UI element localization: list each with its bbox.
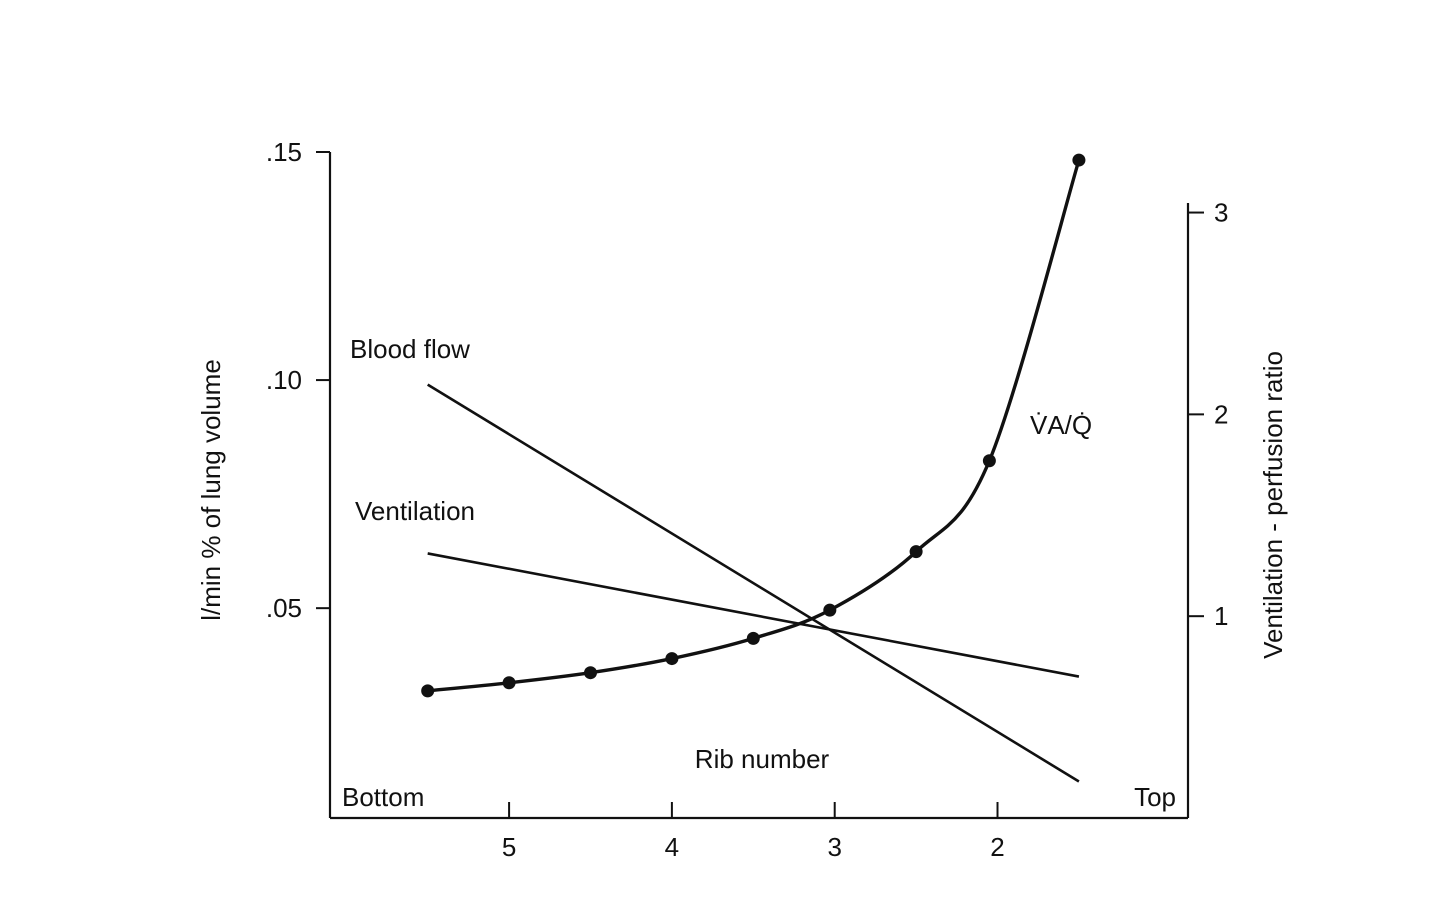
right-y-tick-label-0: 1 xyxy=(1214,601,1228,631)
data-point-va-q-3 xyxy=(665,652,679,666)
series-line-blood-flow xyxy=(427,383,1080,783)
series-label-blood-flow: Blood flow xyxy=(350,334,470,364)
left-y-tick-label-0: .05 xyxy=(266,593,302,623)
data-point-va-q-2 xyxy=(583,666,597,680)
data-point-va-q-1 xyxy=(502,676,516,690)
data-point-va-q-0 xyxy=(421,684,435,698)
x-axis-left-end-label: Bottom xyxy=(342,782,424,812)
right-y-tick-label-1: 2 xyxy=(1214,399,1228,429)
x-tick-label-3: 3 xyxy=(827,832,841,862)
series-label-ventilation: Ventilation xyxy=(355,496,475,526)
left-y-axis-title: l/min % of lung volume xyxy=(196,359,226,621)
data-point-va-q-5 xyxy=(823,603,837,617)
series-line-ventilation xyxy=(427,552,1080,678)
right-y-tick-label-2: 3 xyxy=(1214,198,1228,228)
data-point-va-q-7 xyxy=(982,454,996,468)
data-point-va-q-4 xyxy=(746,631,760,645)
data-point-va-q-8 xyxy=(1072,153,1086,167)
axes xyxy=(328,152,1190,820)
tick-labels: 5 4 3 2 .05 .10 .15 1 2 3 xyxy=(266,137,1229,862)
x-tick-label-5: 5 xyxy=(502,832,516,862)
left-y-tick-label-2: .15 xyxy=(266,137,302,167)
x-axis-title: Rib number xyxy=(695,744,830,774)
series-label-va-q: V̇A/Q̇ xyxy=(1030,410,1092,440)
data-point-va-q-6 xyxy=(909,545,923,559)
series-line-va-q xyxy=(427,159,1081,693)
x-tick-label-2: 2 xyxy=(990,832,1004,862)
data-series xyxy=(421,153,1086,783)
tick-marks xyxy=(316,151,1204,818)
x-axis-right-end-label: Top xyxy=(1134,782,1176,812)
x-tick-label-4: 4 xyxy=(665,832,679,862)
left-y-tick-label-1: .10 xyxy=(266,365,302,395)
right-y-axis-title: Ventilation - perfusion ratio xyxy=(1258,351,1288,659)
